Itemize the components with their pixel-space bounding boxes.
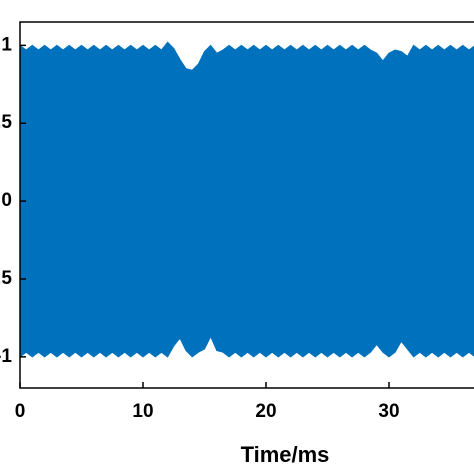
y-tick-label: 1 (1, 34, 12, 55)
y-tick-label: 0.5 (0, 112, 12, 133)
x-tick-label: 30 (378, 401, 399, 422)
x-axis-label: Time/ms (241, 442, 330, 467)
y-tick-label: 0 (1, 190, 12, 211)
y-tick-label: -1 (0, 346, 12, 367)
x-tick-label: 10 (132, 401, 153, 422)
signal-area (19, 41, 474, 358)
x-tick-label: 0 (15, 401, 26, 422)
y-tick-label: -0.5 (0, 268, 12, 289)
x-tick-label: 20 (255, 401, 276, 422)
